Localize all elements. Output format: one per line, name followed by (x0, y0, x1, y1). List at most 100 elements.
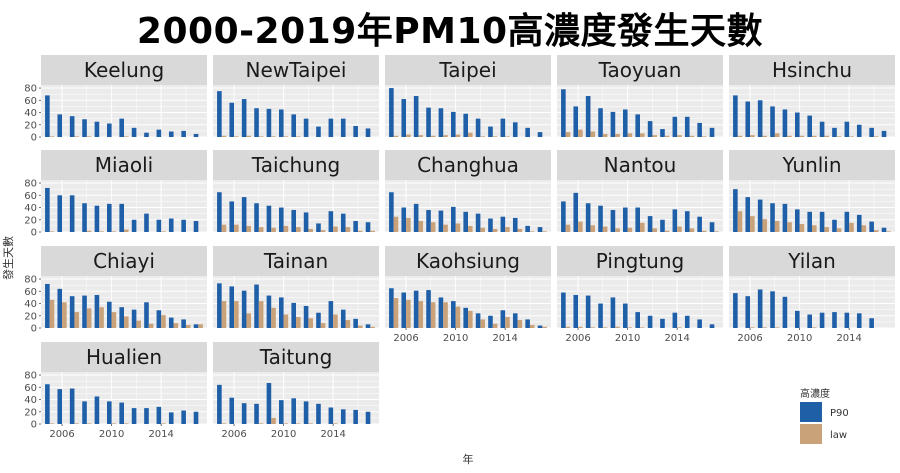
y-tick-label: 80 (24, 84, 37, 95)
bar-law (246, 225, 252, 232)
legend-label: P90 (830, 408, 849, 419)
y-tick-label: 80 (24, 179, 37, 190)
bar-p90 (684, 116, 690, 137)
bar-p90 (389, 192, 394, 232)
legend-label: law (830, 430, 847, 441)
bar-p90 (807, 211, 812, 232)
bar-law (393, 135, 399, 137)
bar-law (271, 417, 276, 424)
y-tick-label: 20 (24, 215, 37, 226)
y-tick-label: 0 (31, 228, 37, 239)
y-tick-label: 80 (24, 371, 37, 382)
bar-law (737, 211, 743, 232)
panel-title: Taichung (251, 153, 340, 177)
bar-p90 (229, 397, 235, 424)
panel-strip (41, 150, 207, 180)
bar-law (677, 327, 682, 328)
bar-p90 (709, 127, 715, 137)
bar-p90 (266, 295, 272, 328)
bar-p90 (819, 121, 825, 137)
bar-law (774, 327, 780, 328)
bar-p90 (291, 114, 296, 137)
bar-p90 (881, 130, 887, 137)
bar-law (111, 312, 117, 328)
bar-p90 (807, 314, 812, 328)
bar-p90 (181, 319, 186, 328)
bar-law (173, 323, 179, 328)
y-tick-label: 60 (24, 287, 37, 298)
bar-p90 (869, 221, 874, 232)
bar-law (677, 226, 682, 232)
bar-p90 (328, 301, 334, 328)
bar-law (455, 306, 461, 328)
bar-law (602, 327, 608, 328)
bar-law (333, 226, 338, 232)
bar-law (124, 316, 129, 328)
bar-p90 (869, 318, 874, 328)
x-tick-label: 2010 (99, 429, 124, 440)
bar-p90 (365, 222, 371, 232)
bar-p90 (745, 296, 751, 328)
panel-title: Changhua (417, 153, 519, 177)
x-tick-label: 2010 (443, 333, 468, 344)
bar-law (542, 231, 547, 232)
bar-law (418, 135, 424, 137)
bar-p90 (561, 292, 566, 328)
bar-p90 (844, 211, 850, 232)
bar-law (886, 231, 891, 232)
bar-law (308, 423, 313, 424)
bar-p90 (119, 402, 124, 424)
bar-law (590, 327, 596, 328)
bar-law (836, 136, 842, 137)
bar-law (492, 228, 498, 232)
bar-law (357, 230, 363, 232)
bar-law (517, 320, 523, 328)
bar-law (455, 223, 461, 232)
bar-law (689, 228, 695, 232)
y-tick-label: 80 (24, 275, 37, 286)
bar-p90 (610, 297, 616, 328)
bar-p90 (217, 283, 222, 328)
bar-p90 (156, 219, 162, 232)
y-tick-label: 20 (24, 120, 37, 131)
bar-p90 (45, 187, 50, 232)
bar-p90 (254, 203, 259, 232)
bar-law (480, 227, 485, 232)
bar-p90 (757, 100, 763, 137)
bar-p90 (623, 109, 628, 137)
bar-p90 (303, 305, 309, 328)
panel-title: Taitung (259, 345, 333, 369)
bar-p90 (303, 118, 309, 137)
bar-p90 (328, 118, 334, 137)
bar-p90 (279, 297, 284, 328)
bar-p90 (757, 199, 763, 232)
bar-p90 (413, 290, 419, 328)
bar-law (578, 326, 583, 328)
bar-p90 (598, 303, 603, 328)
bar-law (774, 133, 780, 137)
panel-strip (557, 150, 723, 180)
bar-p90 (451, 206, 456, 232)
bar-p90 (241, 290, 247, 328)
bar-p90 (770, 291, 775, 328)
bar-p90 (672, 312, 678, 328)
bar-p90 (254, 403, 259, 424)
bar-law (873, 136, 879, 137)
bar-p90 (401, 99, 407, 137)
panel-strip (41, 246, 207, 276)
panel-strip (213, 55, 379, 85)
bar-law (320, 323, 326, 328)
bar-p90 (266, 383, 272, 424)
bar-p90 (241, 197, 247, 232)
bar-law (529, 324, 535, 328)
panel-title: Nantou (604, 153, 677, 177)
bar-p90 (770, 203, 775, 232)
bar-p90 (94, 205, 100, 232)
bar-law (590, 131, 596, 137)
y-tick-label: 60 (24, 96, 37, 107)
bar-p90 (697, 122, 702, 137)
bar-p90 (672, 116, 678, 137)
bar-law (762, 327, 768, 328)
bar-law (812, 225, 817, 232)
bar-law (74, 423, 80, 424)
